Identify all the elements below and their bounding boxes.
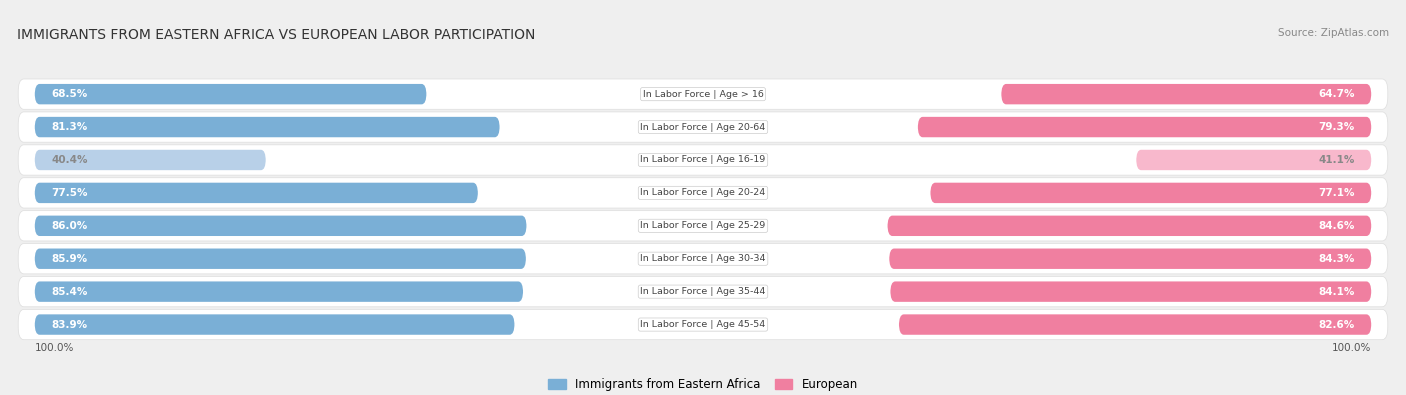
Text: In Labor Force | Age 20-24: In Labor Force | Age 20-24: [640, 188, 766, 198]
FancyBboxPatch shape: [887, 216, 1371, 236]
Text: In Labor Force | Age 16-19: In Labor Force | Age 16-19: [640, 156, 766, 164]
Text: 77.1%: 77.1%: [1319, 188, 1355, 198]
FancyBboxPatch shape: [18, 211, 1388, 241]
Text: 77.5%: 77.5%: [51, 188, 87, 198]
FancyBboxPatch shape: [35, 150, 266, 170]
Text: 84.6%: 84.6%: [1319, 221, 1355, 231]
Text: In Labor Force | Age 30-34: In Labor Force | Age 30-34: [640, 254, 766, 263]
Text: In Labor Force | Age > 16: In Labor Force | Age > 16: [643, 90, 763, 99]
FancyBboxPatch shape: [18, 112, 1388, 142]
Text: 100.0%: 100.0%: [1331, 342, 1371, 353]
Text: IMMIGRANTS FROM EASTERN AFRICA VS EUROPEAN LABOR PARTICIPATION: IMMIGRANTS FROM EASTERN AFRICA VS EUROPE…: [17, 28, 536, 41]
FancyBboxPatch shape: [18, 276, 1388, 307]
Text: 64.7%: 64.7%: [1319, 89, 1355, 99]
Text: 81.3%: 81.3%: [51, 122, 87, 132]
FancyBboxPatch shape: [35, 314, 515, 335]
Text: In Labor Force | Age 20-64: In Labor Force | Age 20-64: [640, 122, 766, 132]
Text: 85.9%: 85.9%: [51, 254, 87, 264]
FancyBboxPatch shape: [18, 309, 1388, 340]
Text: In Labor Force | Age 25-29: In Labor Force | Age 25-29: [640, 221, 766, 230]
Text: 83.9%: 83.9%: [51, 320, 87, 329]
Text: 79.3%: 79.3%: [1319, 122, 1355, 132]
FancyBboxPatch shape: [35, 84, 426, 104]
FancyBboxPatch shape: [18, 178, 1388, 208]
FancyBboxPatch shape: [35, 248, 526, 269]
FancyBboxPatch shape: [35, 281, 523, 302]
Text: In Labor Force | Age 35-44: In Labor Force | Age 35-44: [640, 287, 766, 296]
FancyBboxPatch shape: [35, 182, 478, 203]
Text: 82.6%: 82.6%: [1319, 320, 1355, 329]
Text: 41.1%: 41.1%: [1319, 155, 1355, 165]
FancyBboxPatch shape: [1001, 84, 1371, 104]
FancyBboxPatch shape: [18, 244, 1388, 274]
FancyBboxPatch shape: [889, 248, 1371, 269]
FancyBboxPatch shape: [1136, 150, 1371, 170]
FancyBboxPatch shape: [35, 216, 526, 236]
FancyBboxPatch shape: [890, 281, 1371, 302]
Text: Source: ZipAtlas.com: Source: ZipAtlas.com: [1278, 28, 1389, 38]
Text: 100.0%: 100.0%: [35, 342, 75, 353]
Text: In Labor Force | Age 45-54: In Labor Force | Age 45-54: [640, 320, 766, 329]
FancyBboxPatch shape: [918, 117, 1371, 137]
FancyBboxPatch shape: [18, 145, 1388, 175]
Legend: Immigrants from Eastern Africa, European: Immigrants from Eastern Africa, European: [548, 378, 858, 391]
FancyBboxPatch shape: [931, 182, 1371, 203]
Text: 40.4%: 40.4%: [51, 155, 87, 165]
Text: 84.1%: 84.1%: [1319, 287, 1355, 297]
Text: 85.4%: 85.4%: [51, 287, 87, 297]
Text: 86.0%: 86.0%: [51, 221, 87, 231]
Text: 84.3%: 84.3%: [1319, 254, 1355, 264]
Text: 68.5%: 68.5%: [51, 89, 87, 99]
FancyBboxPatch shape: [18, 79, 1388, 109]
FancyBboxPatch shape: [35, 117, 499, 137]
FancyBboxPatch shape: [898, 314, 1371, 335]
